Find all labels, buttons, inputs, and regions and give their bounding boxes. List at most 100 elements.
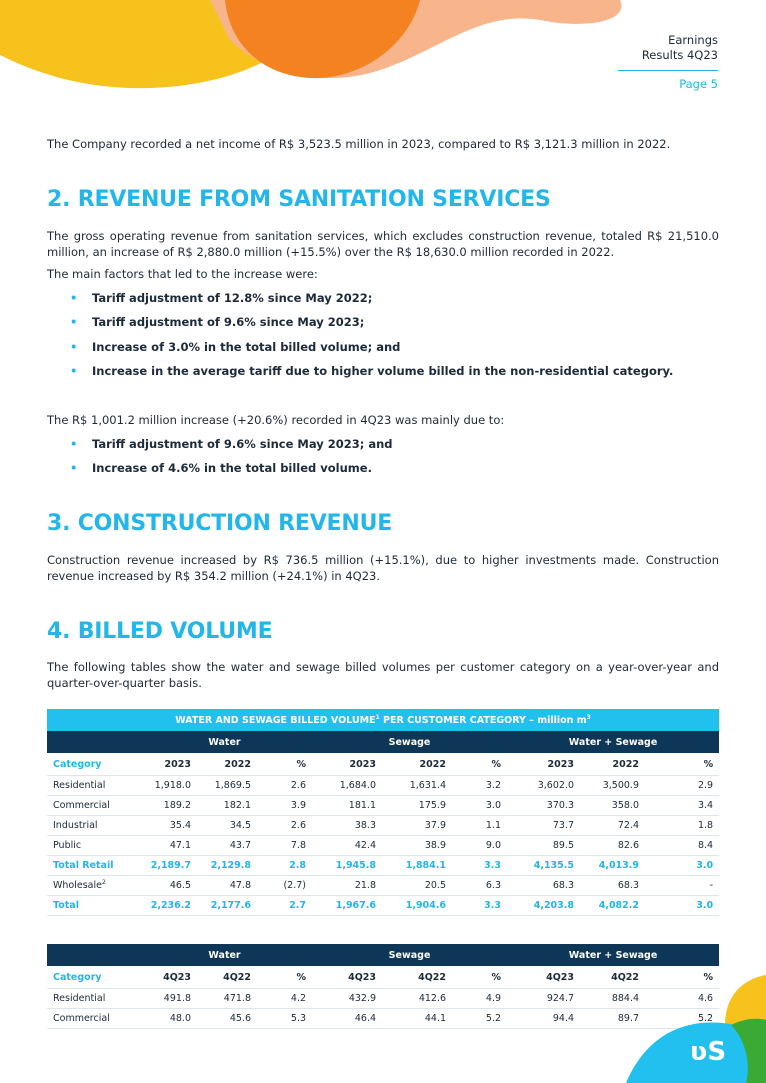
label-text: Commercial (53, 1013, 110, 1024)
bullet-item: Tariff adjustment of 9.6% since May 2023… (70, 315, 364, 329)
cell: 1,918.0 (137, 775, 197, 796)
column-header: 4Q22 (382, 966, 453, 989)
table-row: Total Retail 2,189.7 2,129.8 2.8 1,945.8 1,88… (47, 855, 720, 876)
cell: 491.8 (137, 988, 197, 1009)
cell: 1,631.4 (382, 775, 452, 796)
column-row: Category 2023 2022% 2023 2022% 2023 2022% (47, 753, 720, 776)
cell: 1.1 (452, 815, 507, 836)
bullet-text: Tariff adjustment of 12.8% since May 202… (92, 291, 373, 305)
table-title: WATER AND SEWAGE BILLED VOLUME1 PER CUST… (47, 709, 720, 731)
cell: 2,189.7 (137, 855, 197, 876)
cell: 37.9 (382, 815, 452, 836)
bullet-item: Increase of 3.0% in the total billed vol… (70, 340, 400, 354)
cell: 46.5 (137, 875, 197, 896)
section-heading: 4. BILLED VOLUME (47, 619, 273, 644)
cell: 4,013.9 (580, 855, 645, 876)
cell: 82.6 (580, 835, 645, 856)
cell: 884.4 (580, 988, 646, 1009)
row-label: Public (47, 835, 137, 856)
bottom-decoration: ʋS (626, 975, 766, 1083)
cell: 3,500.9 (580, 775, 645, 796)
table-row: Residential 491.8 471.8 4.2 432.9 412.6 4.9 924… (47, 988, 720, 1009)
paragraph: The main factors that led to the increas… (47, 267, 318, 281)
label-text: Total (53, 900, 79, 911)
column-header: Category (47, 966, 137, 989)
paragraph: The R$ 1,001.2 million increase (+20.6%)… (47, 413, 505, 427)
column-header: 2022 (580, 753, 645, 776)
column-header: % (452, 966, 508, 989)
cell: 43.7 (197, 835, 257, 856)
paragraph: The following tables show the water and … (47, 660, 719, 690)
cell: 6.3 (452, 875, 507, 896)
table-row: Commercial 48.0 45.6 5.3 46.4 44.1 5.2 94.4 89.7… (47, 1008, 720, 1029)
cell: 1,904.6 (382, 895, 452, 916)
cell: 89.5 (507, 835, 580, 856)
footnote-mark: 1 (375, 713, 380, 721)
cell: 2,236.2 (137, 895, 197, 916)
cell: 3.0 (645, 855, 720, 876)
cell: 432.9 (312, 988, 383, 1009)
cell: 68.3 (580, 875, 645, 896)
cell: 38.3 (312, 815, 382, 836)
column-header: 2022 (197, 753, 257, 776)
cell: 3.0 (452, 795, 507, 816)
header: Earnings Results 4Q23 (642, 33, 718, 63)
table-row: Commercial 189.2 182.1 3.9 181.1 175.9 3.0 370.… (47, 795, 720, 816)
label-text: Industrial (53, 820, 98, 831)
cell: 47.8 (197, 875, 257, 896)
cell: 3.4 (645, 795, 720, 816)
page-number: Page 5 (679, 77, 718, 91)
cell: 9.0 (452, 835, 507, 856)
cell: 1.8 (645, 815, 720, 836)
group-cell (47, 944, 137, 966)
cell: 34.5 (197, 815, 257, 836)
bullet-item: Increase of 4.6% in the total billed vol… (70, 461, 372, 475)
cell: 7.8 (257, 835, 312, 856)
cell: 3.3 (452, 855, 507, 876)
label-text: Wholesale (53, 880, 102, 892)
group-cell (47, 731, 137, 753)
column-header: % (452, 753, 507, 776)
column-header: 2023 (507, 753, 580, 776)
cell: 412.6 (382, 988, 453, 1009)
group-header: Water (137, 944, 313, 966)
row-label: Residential (47, 988, 137, 1009)
cell: 2.9 (645, 775, 720, 796)
bullet-text: Increase of 3.0% in the total billed vol… (92, 339, 401, 354)
cell: 924.7 (507, 988, 581, 1009)
table-row: Wholesale2 46.5 47.8 (2.7) 21.8 20.5 6.3 68.3 68… (47, 875, 720, 896)
cell: 5.2 (452, 1008, 508, 1029)
svg-text:ʋS: ʋS (690, 1037, 726, 1067)
cell: 2,129.8 (197, 855, 257, 876)
row-label: Commercial (47, 1008, 137, 1029)
cell: 21.8 (312, 875, 382, 896)
group-header: Water (137, 731, 312, 753)
table-row: Industrial 35.4 34.5 2.6 38.3 37.9 1.1 73.7 72.4… (47, 815, 720, 836)
column-header: 4Q23 (137, 966, 197, 989)
label-text: Residential (53, 993, 106, 1004)
cell: 5.3 (257, 1008, 313, 1029)
cell: 2,177.6 (197, 895, 257, 916)
cell: - (645, 875, 720, 896)
row-label: Residential (47, 775, 137, 796)
cell: 181.1 (312, 795, 382, 816)
table-row: Total 2,236.2 2,177.6 2.7 1,967.6 1,904.6 3.3 4… (47, 895, 720, 916)
cell: 189.2 (137, 795, 197, 816)
bullet-item: Tariff adjustment of 9.6% since May 2023… (70, 437, 393, 451)
cell: 8.4 (645, 835, 720, 856)
cell: 3.9 (257, 795, 312, 816)
table: Water Sewage Water + Sewage Category 4Q23 4Q2… (47, 944, 720, 1029)
cell: 72.4 (580, 815, 645, 836)
cell: 89.7 (580, 1008, 646, 1029)
paragraph: The Company recorded a net income of R$ … (47, 137, 671, 151)
header-line: Results 4Q23 (641, 48, 718, 62)
column-header: 4Q23 (312, 966, 383, 989)
bullet-item: Tariff adjustment of 12.8% since May 202… (70, 291, 372, 305)
group-row: Water Sewage Water + Sewage (47, 731, 720, 753)
column-header: % (645, 753, 720, 776)
group-header: Water + Sewage (507, 944, 720, 966)
column-header: % (257, 753, 312, 776)
column-header: Category (47, 753, 137, 776)
bullet-text: Tariff adjustment of 9.6% since May 2023… (92, 315, 365, 330)
cell: 3.2 (452, 775, 507, 796)
